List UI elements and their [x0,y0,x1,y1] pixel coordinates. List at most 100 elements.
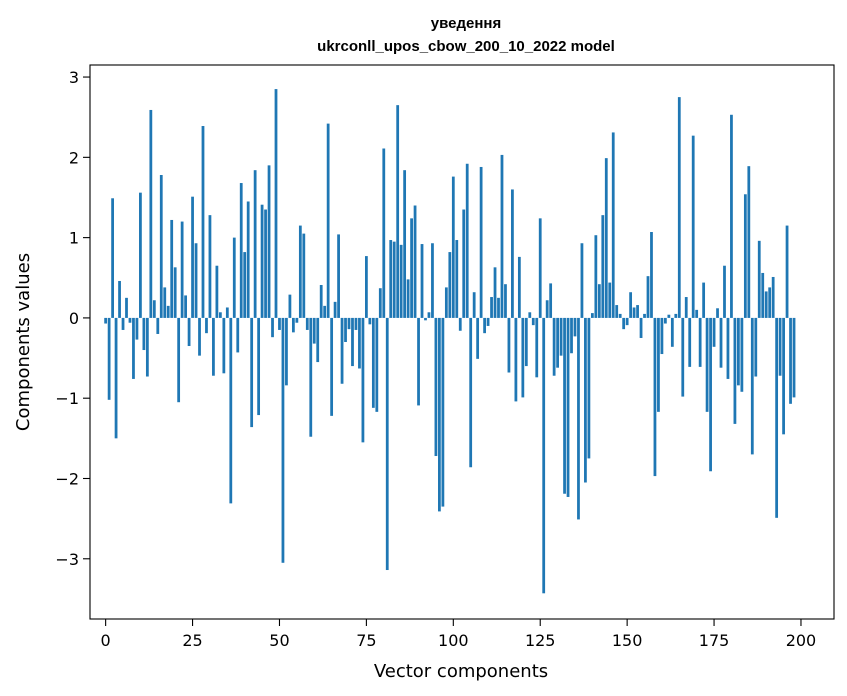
bar-143 [601,215,605,318]
bar-106 [472,292,476,318]
bar-3 [114,317,118,439]
bar-12 [145,317,149,377]
bar-27 [198,317,201,356]
bar-131 [559,317,563,356]
bar-154 [639,317,643,338]
bar-51 [281,317,285,563]
bar-110 [486,317,490,326]
bar-29 [205,317,208,334]
bar-178 [723,265,726,318]
bar-125 [538,218,542,318]
bar-190 [764,291,768,318]
bar-108 [479,166,483,318]
bar-163 [670,317,674,347]
x-tick-label-150: 150 [612,631,643,650]
bar-105 [469,317,473,468]
bar-38 [236,317,240,353]
bar-162 [667,314,671,318]
bar-159 [657,317,660,412]
y-tick-label-0: 0 [69,309,79,328]
bar-183 [740,317,744,392]
bar-85 [399,244,403,318]
bar-168 [688,317,692,367]
bar-56 [298,225,302,318]
bar-179 [726,317,730,379]
bar-145 [608,282,612,318]
bars-group [104,89,796,594]
bar-169 [691,135,695,318]
bar-60 [312,317,316,344]
bar-129 [552,317,556,376]
bar-188 [757,240,761,318]
bar-94 [431,243,434,318]
bar-140 [590,313,594,318]
bar-114 [500,154,504,318]
bar-128 [549,283,553,318]
bar-116 [507,317,511,373]
bar-49 [274,89,278,318]
bar-20 [173,267,177,318]
bar-31 [212,317,215,376]
bar-92 [424,317,427,321]
bar-95 [434,317,438,457]
bar-78 [375,317,379,412]
bar-18 [166,305,170,318]
bar-170 [695,309,699,318]
bar-28 [201,126,205,318]
bar-115 [504,284,507,318]
bar-93 [427,312,431,318]
x-tick-label-200: 200 [786,631,817,650]
bar-124 [535,317,539,378]
bar-118 [514,317,518,402]
bar-134 [570,317,573,354]
bar-99 [448,252,452,318]
bar-26 [194,243,198,318]
bar-7 [128,317,132,323]
bar-41 [246,201,250,318]
bar-137 [580,243,584,318]
bar-5 [121,317,125,330]
bar-130 [556,317,559,368]
bar-42 [250,317,254,428]
bar-4 [118,280,121,318]
x-axis-ticks: 0 25 50 75 100 125 150 175 200 [101,619,817,650]
bar-152 [632,307,636,318]
bar-46 [264,209,267,318]
bar-97 [441,317,445,507]
bar-165 [677,97,681,318]
bar-75 [365,256,368,318]
y-tick-label-1: 1 [69,229,79,248]
bar-15 [156,317,160,334]
bar-25 [191,196,194,318]
bar-132 [563,317,566,494]
bar-155 [643,313,646,318]
bar-141 [594,235,598,318]
bar-55 [295,317,299,323]
bar-39 [239,183,243,318]
bar-87 [406,279,410,318]
bar-195 [782,317,785,435]
chart-title-line-1: уведення [431,15,501,32]
bar-24 [187,317,191,347]
bar-69 [344,317,347,342]
bar-138 [584,317,587,483]
bar-161 [663,317,667,324]
bar-197 [789,317,792,404]
bar-176 [716,308,719,318]
bar-50 [278,317,281,330]
bar-166 [681,317,685,397]
bar-180 [730,114,733,318]
bar-44 [257,317,261,416]
bar-63 [323,305,327,318]
bar-67 [337,234,340,318]
y-tick-label--1: −1 [55,389,79,408]
bar-100 [451,176,455,318]
y-tick-label--3: −3 [55,550,79,569]
bar-103 [462,209,466,318]
bar-117 [511,189,514,318]
bar-150 [625,317,629,326]
bar-133 [566,317,570,497]
bar-172 [702,282,706,318]
bar-113 [497,297,500,318]
